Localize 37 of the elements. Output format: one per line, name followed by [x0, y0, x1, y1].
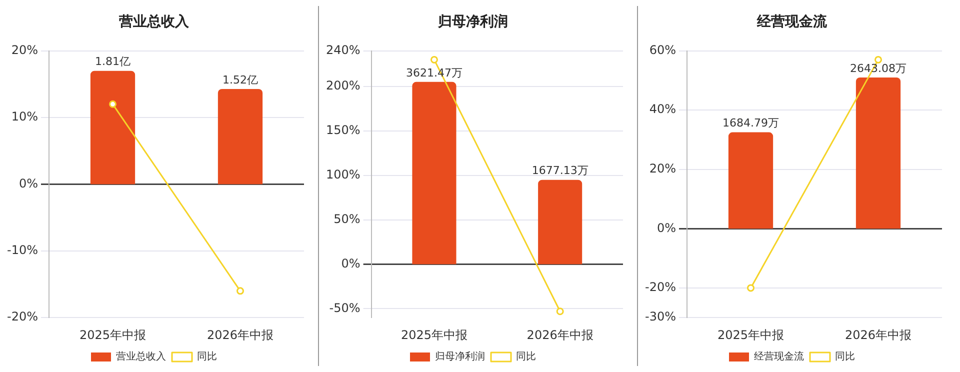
y-tick-label: 100%: [326, 167, 360, 182]
y-tick-label: 20%: [11, 42, 38, 57]
y-tick-label: -20%: [6, 310, 38, 324]
chart-title: 营业总收入: [118, 14, 190, 30]
data-label: 1.52亿: [222, 73, 258, 86]
y-tick-label: 240%: [326, 42, 360, 57]
y-tick-label: 40%: [649, 102, 676, 116]
x-tick-label: 2025年中报: [400, 328, 468, 342]
y-tick-label: -30%: [644, 310, 676, 324]
chart-title: 经营现金流: [756, 13, 828, 30]
legend-label: 同比: [516, 350, 536, 363]
x-tick-label: 2026年中报: [844, 328, 912, 342]
legend-label: 营业总收入: [116, 350, 166, 363]
chart-title: 归母净利润: [437, 13, 508, 30]
legend-label: 同比: [835, 350, 855, 363]
x-tick-label: 2025年中报: [717, 328, 784, 342]
y-tick-label: 0%: [18, 176, 38, 190]
y-tick-label: 200%: [326, 78, 360, 92]
y-tick-label: -20%: [644, 280, 676, 294]
x-tick-label: 2026年中报: [526, 328, 594, 342]
y-tick-label: 10%: [11, 110, 38, 124]
y-tick-label: -50%: [329, 300, 360, 315]
data-label: 1684.79万: [722, 116, 779, 130]
y-tick-label: -10%: [6, 243, 38, 258]
legend-label: 经营现金流: [754, 350, 804, 363]
data-label: 1.81亿: [95, 55, 130, 68]
legend-label: 同比: [197, 350, 217, 363]
legend-label: 归母净利润: [435, 350, 485, 363]
y-tick-label: 20%: [649, 162, 676, 176]
x-tick-label: 2026年中报: [206, 328, 274, 342]
data-label: 1677.13万: [532, 164, 588, 178]
y-tick-label: 0%: [656, 220, 676, 235]
y-tick-label: 60%: [649, 42, 676, 57]
y-tick-label: 50%: [334, 212, 360, 226]
y-tick-label: 150%: [326, 122, 360, 137]
x-tick-label: 2025年中报: [79, 328, 146, 342]
y-tick-label: 0%: [341, 256, 360, 270]
